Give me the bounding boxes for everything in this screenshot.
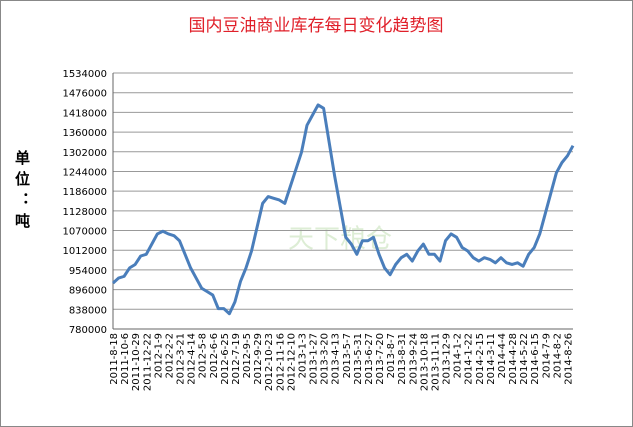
x-tick-label: 2012-3-21 xyxy=(176,333,187,385)
x-tick-label: 2014-1-22 xyxy=(464,333,475,385)
y-tick-label: 1418000 xyxy=(62,108,107,119)
x-tick-label: 2011-10-6 xyxy=(120,333,131,385)
x-tick-label: 2012-7-19 xyxy=(231,333,242,385)
y-axis-label: 单位：吨 xyxy=(13,149,31,234)
x-tick-label: 2012-10-23 xyxy=(264,333,275,391)
y-tick-label: 780000 xyxy=(69,325,107,336)
y-tick-label: 954000 xyxy=(69,266,107,277)
x-tick-label: 2014-8-26 xyxy=(563,333,574,385)
x-tick-label: 2011-10-29 xyxy=(131,333,142,391)
x-tick-label: 2012-2-2 xyxy=(164,333,175,378)
x-tick-label: 2012-5-8 xyxy=(198,333,209,378)
y-tick-label: 896000 xyxy=(69,286,107,297)
x-tick-label: 2013-12-9 xyxy=(442,333,453,385)
x-tick-label: 2014-8-2 xyxy=(552,333,563,378)
x-tick-label: 2014-7-9 xyxy=(541,333,552,378)
x-tick-label: 2012-4-14 xyxy=(187,333,198,385)
data-line xyxy=(111,103,575,316)
x-tick-label: 2012-6-6 xyxy=(209,333,220,378)
x-tick-label: 2013-8-7 xyxy=(386,333,397,378)
x-tick-label: 2013-1-3 xyxy=(297,333,308,378)
y-tick-label: 1534000 xyxy=(62,69,107,80)
y-tick-label: 1476000 xyxy=(62,89,107,100)
chart-title: 国内豆油商业库存每日变化趋势图 xyxy=(189,16,444,36)
x-tick-label: 2013-8-31 xyxy=(397,333,408,385)
x-tick-label: 2014-6-15 xyxy=(530,333,541,385)
x-tick-label: 2013-4-13 xyxy=(331,333,342,385)
x-tick-label: 2013-5-31 xyxy=(353,333,364,385)
x-tick-label: 2012-9-5 xyxy=(242,333,253,378)
y-tick-label: 1302000 xyxy=(62,148,107,159)
x-tick-label: 2014-4-28 xyxy=(508,333,519,385)
x-tick-label: 2011-12-22 xyxy=(142,333,153,391)
x-tick-label: 2013-10-18 xyxy=(419,333,430,391)
y-tick-label: 1244000 xyxy=(62,167,107,178)
x-tick-label: 2013-11-11 xyxy=(430,333,441,391)
y-tick-label: 1186000 xyxy=(62,187,107,198)
x-tick-label: 2012-6-25 xyxy=(220,333,231,385)
x-tick-label: 2014-4-4 xyxy=(497,333,508,378)
x-tick-label: 2012-9-29 xyxy=(253,333,264,385)
x-tick-label: 2013-3-20 xyxy=(320,333,331,385)
x-tick-label: 2014-5-22 xyxy=(519,333,530,385)
x-tick-label: 2013-5-7 xyxy=(342,333,353,378)
y-tick-label: 1012000 xyxy=(62,246,107,257)
x-tick-label: 2013-7-20 xyxy=(375,333,386,385)
y-tick-label: 1070000 xyxy=(62,227,107,238)
x-tick-label: 2012-11-16 xyxy=(275,333,286,391)
x-tick-label: 2012-12-10 xyxy=(286,333,297,391)
y-tick-label: 1128000 xyxy=(62,207,107,218)
x-tick-label: 2011-8-18 xyxy=(109,333,120,385)
x-tick-label: 2012-1-9 xyxy=(153,333,164,378)
x-tick-label: 2014-2-15 xyxy=(475,333,486,385)
x-tick-label: 2014-1-2 xyxy=(453,333,464,378)
y-tick-label: 1360000 xyxy=(62,128,107,139)
y-tick-label: 838000 xyxy=(69,305,107,316)
x-tick-label: 2013-9-24 xyxy=(408,333,419,385)
x-tick-label: 2013-1-27 xyxy=(309,333,320,385)
x-tick-label: 2013-6-27 xyxy=(364,333,375,385)
x-tick-label: 2014-3-11 xyxy=(486,333,497,385)
